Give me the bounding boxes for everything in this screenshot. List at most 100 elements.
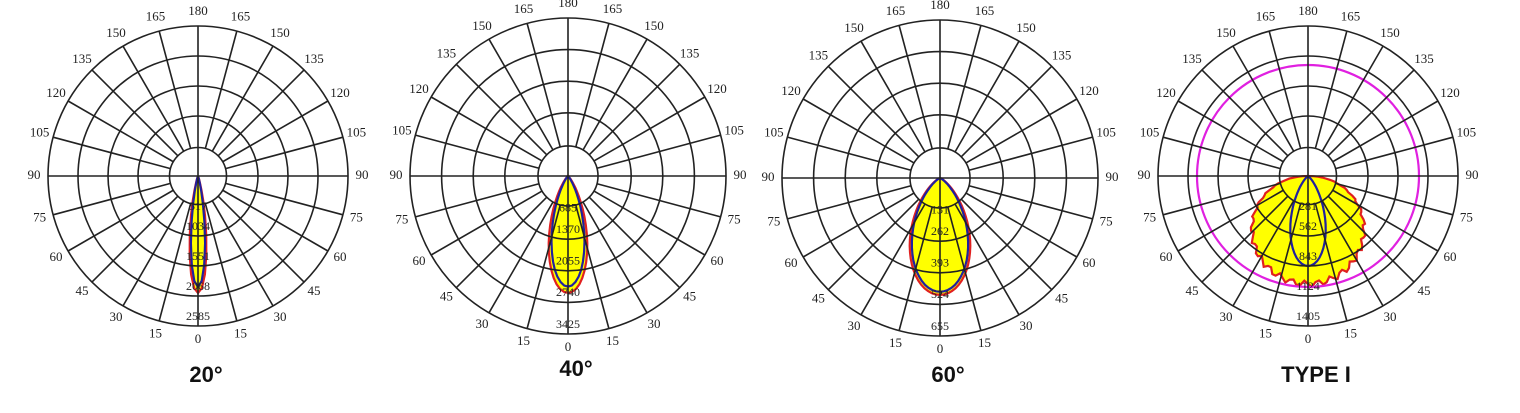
angle-label: 15 [517, 333, 530, 348]
grid-spoke [1201, 195, 1289, 283]
angle-label: 165 [1341, 9, 1361, 24]
angle-label: 105 [764, 124, 784, 139]
angle-label: 0 [565, 339, 572, 354]
angle-label: 90 [1106, 169, 1119, 184]
angle-label: 135 [1414, 51, 1434, 66]
grid-spoke [802, 98, 915, 164]
grid-spoke [1332, 189, 1439, 252]
caption: 60° [931, 362, 964, 387]
grid-spoke [954, 40, 1020, 153]
angle-label: 150 [1216, 25, 1236, 40]
grid-spoke [67, 100, 174, 163]
angle-label: 45 [683, 289, 696, 304]
grid-spoke [965, 98, 1078, 164]
grid-spoke [225, 136, 344, 170]
polar-chart: 0 15 15 30 30 45 45 60 60 75 75 90 90 105 105 120 120 135… [762, 0, 1119, 387]
grid-spoke [574, 204, 610, 329]
grid-spoke [1177, 189, 1284, 252]
ring-label: 843 [1299, 249, 1317, 263]
angle-label: 165 [1256, 9, 1276, 24]
grid-spoke [415, 134, 540, 170]
grid-spoke [1321, 45, 1384, 152]
polar-chart: 0 15 15 30 30 45 45 60 60 75 75 90 90 105 105 120 120 135… [28, 3, 369, 387]
angle-label: 135 [437, 45, 457, 60]
angle-label: 0 [937, 341, 944, 356]
angle-label: 75 [33, 209, 46, 224]
polar-chart: 0 15 15 30 30 45 45 60 60 75 75 90 90 105 105 120 120 135… [1138, 3, 1479, 387]
grid-spoke [526, 204, 562, 329]
grid-spoke [827, 198, 920, 291]
grid-spoke [946, 25, 982, 150]
angle-label: 30 [1020, 318, 1033, 333]
angle-label: 0 [195, 331, 202, 346]
grid-spoke [1327, 69, 1415, 157]
grid-spoke [1332, 100, 1439, 163]
grid-spoke [582, 38, 648, 151]
angle-label: 135 [72, 51, 92, 66]
angle-label: 75 [1100, 214, 1113, 229]
grid-spoke [158, 30, 192, 149]
ring-label: 2740 [556, 285, 580, 299]
grid-spoke [91, 195, 179, 283]
caption: TYPE I [1281, 362, 1351, 387]
grid-spoke [946, 206, 982, 331]
angle-label: 135 [680, 45, 700, 60]
grid-spoke [593, 96, 706, 162]
angle-label: 165 [514, 1, 534, 16]
angle-label: 90 [734, 167, 747, 182]
angle-label: 180 [188, 3, 208, 18]
angle-label: 180 [930, 0, 950, 12]
grid-spoke [954, 203, 1020, 316]
grid-spoke [574, 23, 610, 148]
angle-label: 15 [234, 325, 247, 340]
polar-chart: 0 15 15 30 30 45 45 60 60 75 75 90 90 105 105 120 120 135… [390, 0, 747, 381]
angle-label: 30 [274, 309, 287, 324]
angle-label: 120 [1440, 85, 1460, 100]
ring-label: 281 [1299, 199, 1317, 213]
ring-label: 1405 [1296, 309, 1320, 323]
angle-label: 60 [49, 249, 62, 264]
ring-label: 1370 [556, 222, 580, 236]
grid-spoke [596, 134, 721, 170]
grid-spoke [415, 182, 540, 218]
grid-spoke [91, 69, 179, 157]
grid-spoke [582, 201, 648, 314]
ring-label: 2068 [186, 279, 210, 293]
angle-label: 165 [146, 9, 166, 24]
angle-label: 90 [28, 167, 41, 182]
ring-label: 2585 [186, 309, 210, 323]
angle-label: 60 [1082, 255, 1095, 270]
grid-spoke [455, 63, 548, 156]
angle-label: 30 [848, 318, 861, 333]
angle-label: 60 [710, 253, 723, 268]
angle-label: 105 [1140, 125, 1160, 140]
angle-label: 105 [1096, 124, 1116, 139]
grid-spoke [968, 184, 1093, 220]
grid-spoke [222, 100, 329, 163]
grid-spoke [965, 192, 1078, 258]
ring-label: 1124 [1296, 279, 1320, 293]
ring-label: 517 [189, 199, 207, 213]
angle-label: 150 [844, 20, 864, 35]
grid-spoke [588, 63, 681, 156]
angle-label: 165 [231, 9, 251, 24]
angle-label: 15 [1259, 325, 1272, 340]
angle-label: 90 [390, 167, 403, 182]
angle-label: 15 [149, 325, 162, 340]
grid-spoke [211, 45, 274, 152]
angle-label: 60 [413, 253, 426, 268]
grid-spoke [488, 201, 554, 314]
grid-spoke [1177, 100, 1284, 163]
angle-label: 30 [648, 316, 661, 331]
angle-label: 120 [409, 81, 429, 96]
angle-label: 15 [978, 335, 991, 350]
grid-spoke [802, 192, 915, 258]
ring-label: 524 [931, 287, 949, 301]
angle-label: 30 [1220, 309, 1233, 324]
angle-label: 15 [889, 335, 902, 350]
grid-spoke [860, 203, 926, 316]
angle-label: 105 [347, 125, 367, 140]
grid-spoke [1232, 200, 1295, 307]
angle-label: 165 [886, 3, 906, 18]
ring-label: 262 [931, 224, 949, 238]
